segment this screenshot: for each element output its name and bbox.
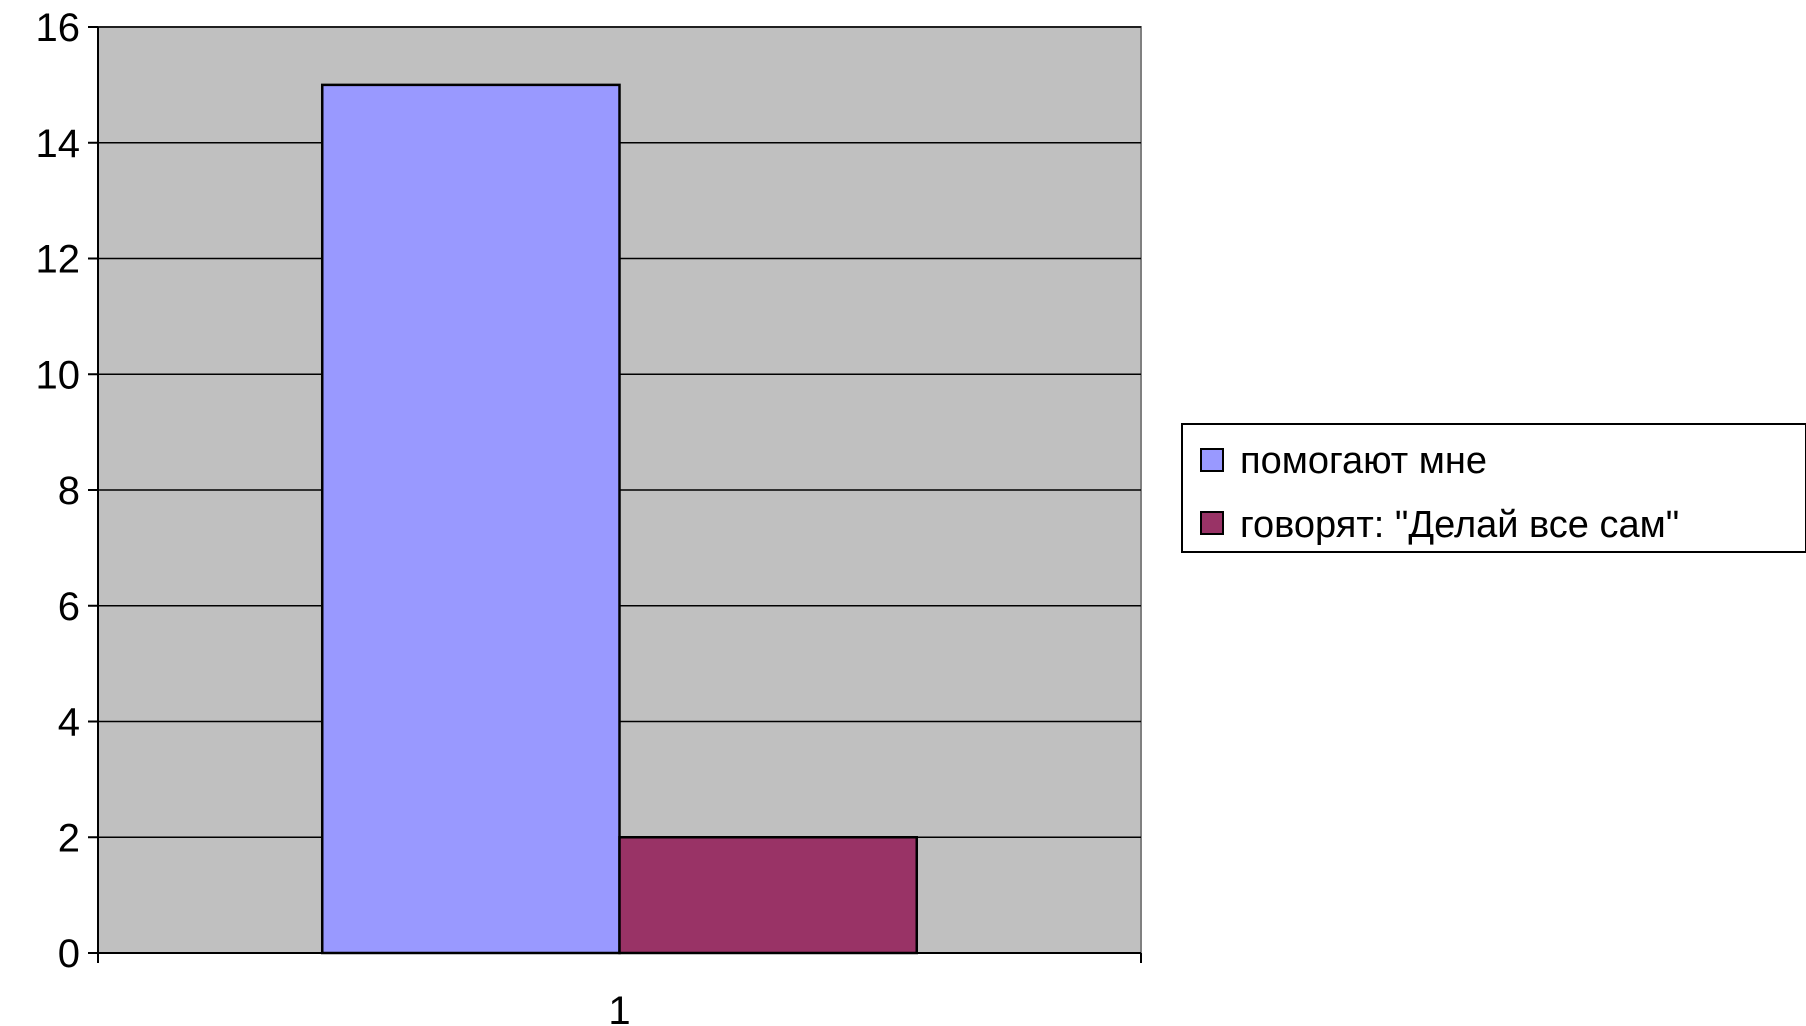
y-tick-label: 14 [36,122,81,166]
y-tick-label: 12 [36,238,81,282]
bar-series-2 [618,836,919,955]
bar-series-1 [320,83,621,955]
y-tick-label: 16 [36,6,81,50]
x-tick-label: 1 [608,989,630,1026]
legend-swatch-0 [1200,448,1224,472]
y-tick-label: 4 [58,701,80,745]
y-tick-label: 8 [58,469,80,513]
y-tick-label: 0 [58,932,80,976]
legend-label-0: помогают мне [1240,440,1487,482]
x-axis-ticks: 1 [97,953,1142,1026]
bars [320,83,919,955]
legend-swatch-1 [1200,511,1224,535]
y-tick-label: 10 [36,353,81,397]
y-tick-label: 6 [58,585,80,629]
legend: помогают мне говорят: "Делай все сам" [1181,423,1806,553]
y-axis-ticks: 0 2 4 6 8 10 12 14 16 [36,6,98,976]
legend-label-1: говорят: "Делай все сам" [1240,504,1679,546]
legend-box [1181,423,1806,553]
y-tick-label: 2 [58,816,80,860]
